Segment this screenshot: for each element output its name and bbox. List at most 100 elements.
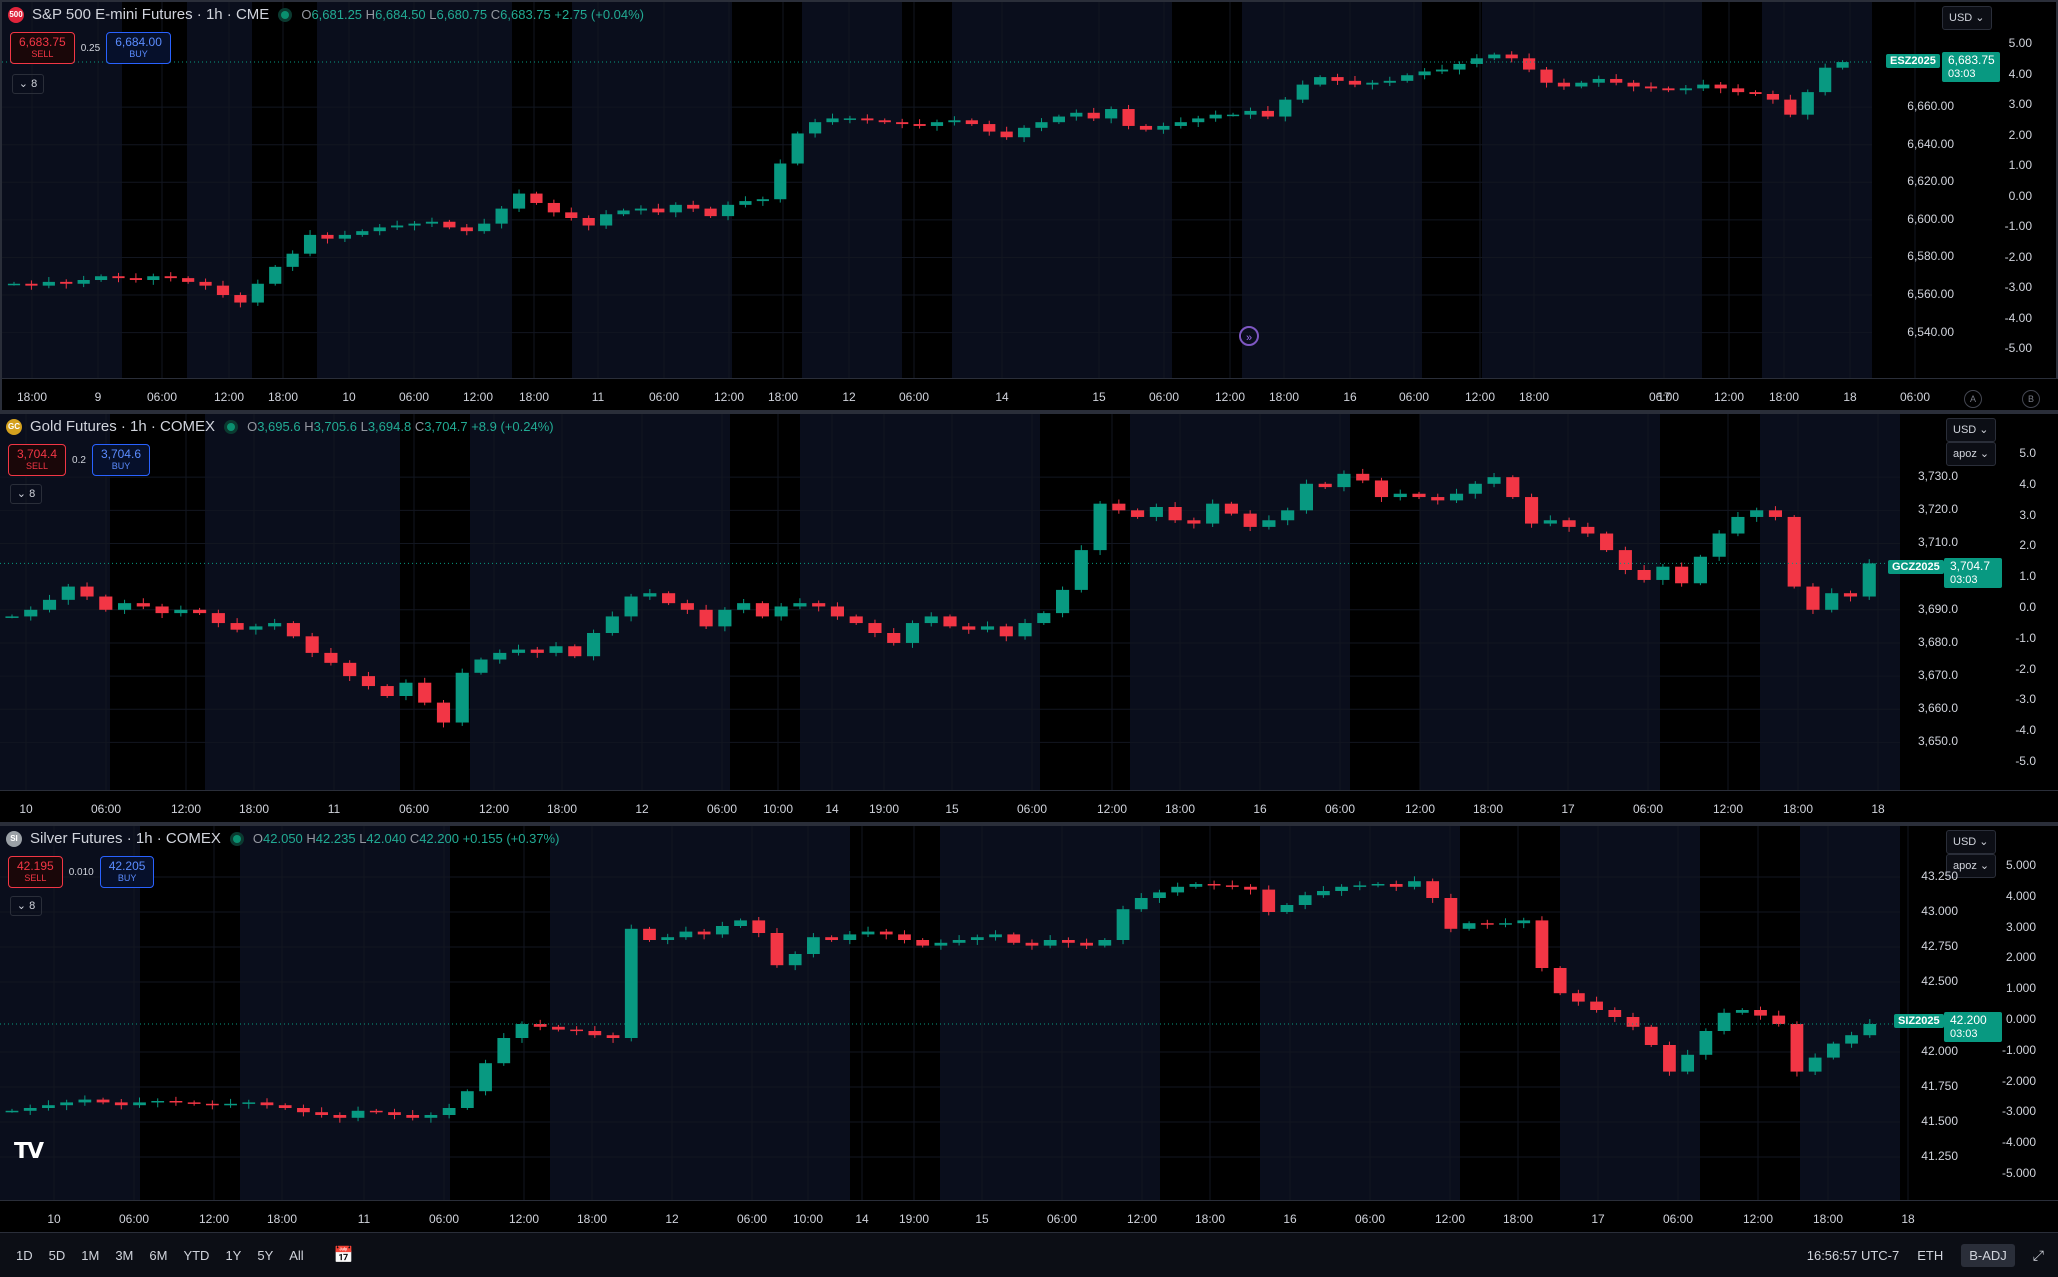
- candle: [474, 657, 488, 675]
- candle: [793, 598, 807, 610]
- collapse-indicators-button[interactable]: ⌄ 8: [10, 896, 42, 916]
- adjustment-toggle[interactable]: B-ADJ: [1961, 1243, 2015, 1267]
- currency-select[interactable]: USD ⌄: [1946, 830, 1996, 854]
- time-axis-si[interactable]: 10 06:00 12:00 18:00 11 06:00 12:00 18:00 12 06:0…: [0, 1200, 2058, 1235]
- buy-button[interactable]: 3,704.6 BUY: [91, 444, 150, 476]
- chart-pane-es[interactable]: 500 S&P 500 E-mini Futures · 1h · CME O6…: [0, 0, 2058, 413]
- timeframe-all[interactable]: All: [289, 1247, 304, 1263]
- candle: [1801, 89, 1814, 120]
- replay-icon[interactable]: »: [1239, 326, 1259, 346]
- time-tick-label: 06:00: [146, 390, 178, 404]
- candle: [1225, 880, 1239, 890]
- auto-scale-button[interactable]: A: [1964, 390, 1982, 408]
- candle: [114, 1098, 128, 1110]
- candle: [600, 210, 613, 229]
- candle: [791, 131, 804, 166]
- timeframe-5d[interactable]: 5D: [48, 1247, 66, 1263]
- candle: [1281, 507, 1295, 526]
- symbol-title[interactable]: Gold Futures · 1h · COMEX: [30, 418, 216, 435]
- pane-divider[interactable]: [0, 822, 2058, 826]
- candle: [980, 621, 995, 633]
- timeframe-ytd[interactable]: YTD: [183, 1247, 210, 1263]
- timeframe-3m[interactable]: 3M: [115, 1247, 134, 1263]
- buy-button[interactable]: 6,684.00 BUY: [106, 32, 171, 64]
- candle: [269, 264, 282, 286]
- candle: [1043, 935, 1057, 949]
- candle: [199, 278, 212, 290]
- candle: [1393, 489, 1407, 501]
- timeframe-5y[interactable]: 5Y: [257, 1247, 274, 1263]
- price-tick-label: 6,660.00: [1907, 99, 1954, 114]
- candlestick-chart-gc[interactable]: [0, 414, 2058, 790]
- sell-button[interactable]: 6,683.75 SELL: [10, 32, 75, 64]
- buy-button[interactable]: 42.205 BUY: [99, 856, 155, 888]
- candle: [361, 671, 376, 690]
- clock[interactable]: 16:56:57 UTC-7: [1806, 1247, 1900, 1263]
- currency-select[interactable]: USD ⌄: [1946, 418, 1996, 442]
- candle: [970, 934, 984, 945]
- candle: [117, 599, 132, 614]
- candle: [1087, 107, 1100, 122]
- symbol-title[interactable]: Silver Futures · 1h · COMEX: [30, 830, 221, 847]
- collapse-indicators-button[interactable]: ⌄ 8: [10, 484, 42, 504]
- sell-button[interactable]: 3,704.4 SELL: [8, 444, 67, 476]
- candle: [151, 1098, 165, 1108]
- time-tick-label: 06:00: [736, 1212, 768, 1226]
- candle: [1157, 122, 1170, 134]
- candle: [1449, 488, 1464, 504]
- currency-select[interactable]: USD ⌄: [1942, 6, 1992, 30]
- candle: [60, 279, 73, 289]
- candle: [1600, 531, 1614, 552]
- candle: [1557, 78, 1571, 90]
- collapse-indicators-button[interactable]: ⌄ 8: [12, 74, 44, 94]
- candle: [1412, 491, 1426, 499]
- candle: [1435, 64, 1449, 75]
- candle: [679, 926, 693, 940]
- candlestick-chart-es[interactable]: [2, 2, 2056, 382]
- candle: [460, 224, 473, 236]
- time-tick-label: 06:00: [1046, 1212, 1078, 1226]
- log-scale-button[interactable]: B: [2022, 390, 2040, 408]
- pane-divider[interactable]: [0, 410, 2058, 414]
- timeframe-1d[interactable]: 1D: [16, 1247, 33, 1263]
- time-tick-label: 11: [591, 390, 605, 404]
- candle: [887, 628, 901, 646]
- candle: [497, 1033, 511, 1066]
- percent-tick-label: 3.000: [2005, 919, 2036, 934]
- time-tick-label: 18:00: [1194, 1212, 1226, 1226]
- candle: [1717, 1008, 1731, 1035]
- candle: [455, 668, 469, 726]
- price-tick-label: 3,670.0: [1917, 668, 1958, 683]
- candle: [205, 1100, 219, 1110]
- trade-buttons-es: 6,683.75 SELL 0.25 6,684.00 BUY: [10, 32, 171, 64]
- candle: [42, 1100, 55, 1111]
- tradingview-logo-icon[interactable]: 𝗧𝗩: [14, 1138, 44, 1163]
- candle: [1052, 114, 1066, 125]
- candlestick-chart-si[interactable]: [0, 826, 2058, 1200]
- scale-mode-select[interactable]: apoz ⌄: [1946, 854, 1997, 878]
- time-tick-label: 18:00: [1812, 1212, 1844, 1226]
- timeframe-1m[interactable]: 1M: [81, 1247, 100, 1263]
- scale-mode-select[interactable]: apoz ⌄: [1946, 442, 1997, 466]
- timeframe-6m[interactable]: 6M: [149, 1247, 168, 1263]
- time-tick-label: 18:00: [1472, 802, 1504, 816]
- chart-pane-gc[interactable]: GC Gold Futures · 1h · COMEX O3,695.6 H3…: [0, 414, 2058, 825]
- date-range-icon[interactable]: 📅: [333, 1247, 354, 1264]
- candle: [661, 933, 675, 945]
- time-axis-gc[interactable]: 10 06:00 12:00 18:00 11 06:00 12:00 18:00 12 06:0…: [0, 790, 2058, 825]
- candle: [1819, 63, 1832, 96]
- percent-tick-label: 4.000: [2005, 888, 2036, 903]
- time-tick-label: 9: [94, 390, 102, 404]
- percent-tick-label: 5.00: [2008, 36, 2032, 50]
- sell-button[interactable]: 42.195 SELL: [8, 856, 63, 888]
- symbol-title[interactable]: S&P 500 E-mini Futures · 1h · CME: [32, 6, 270, 23]
- time-tick-label: 12: [665, 1212, 679, 1226]
- timeframe-1y[interactable]: 1Y: [225, 1247, 242, 1263]
- time-tick-label: 11: [357, 1212, 371, 1226]
- time-axis-es[interactable]: 18:00 9 06:00 12:00 18:00 10 06:00 12:00 18:00 11…: [2, 378, 2058, 413]
- percent-tick-label: -1.000: [2001, 1042, 2036, 1057]
- chart-pane-si[interactable]: SI Silver Futures · 1h · COMEX O42.050 H…: [0, 826, 2058, 1235]
- candle: [983, 120, 996, 136]
- session-toggle[interactable]: ETH: [1917, 1247, 1944, 1263]
- fullscreen-icon[interactable]: ⤢: [2032, 1246, 2044, 1263]
